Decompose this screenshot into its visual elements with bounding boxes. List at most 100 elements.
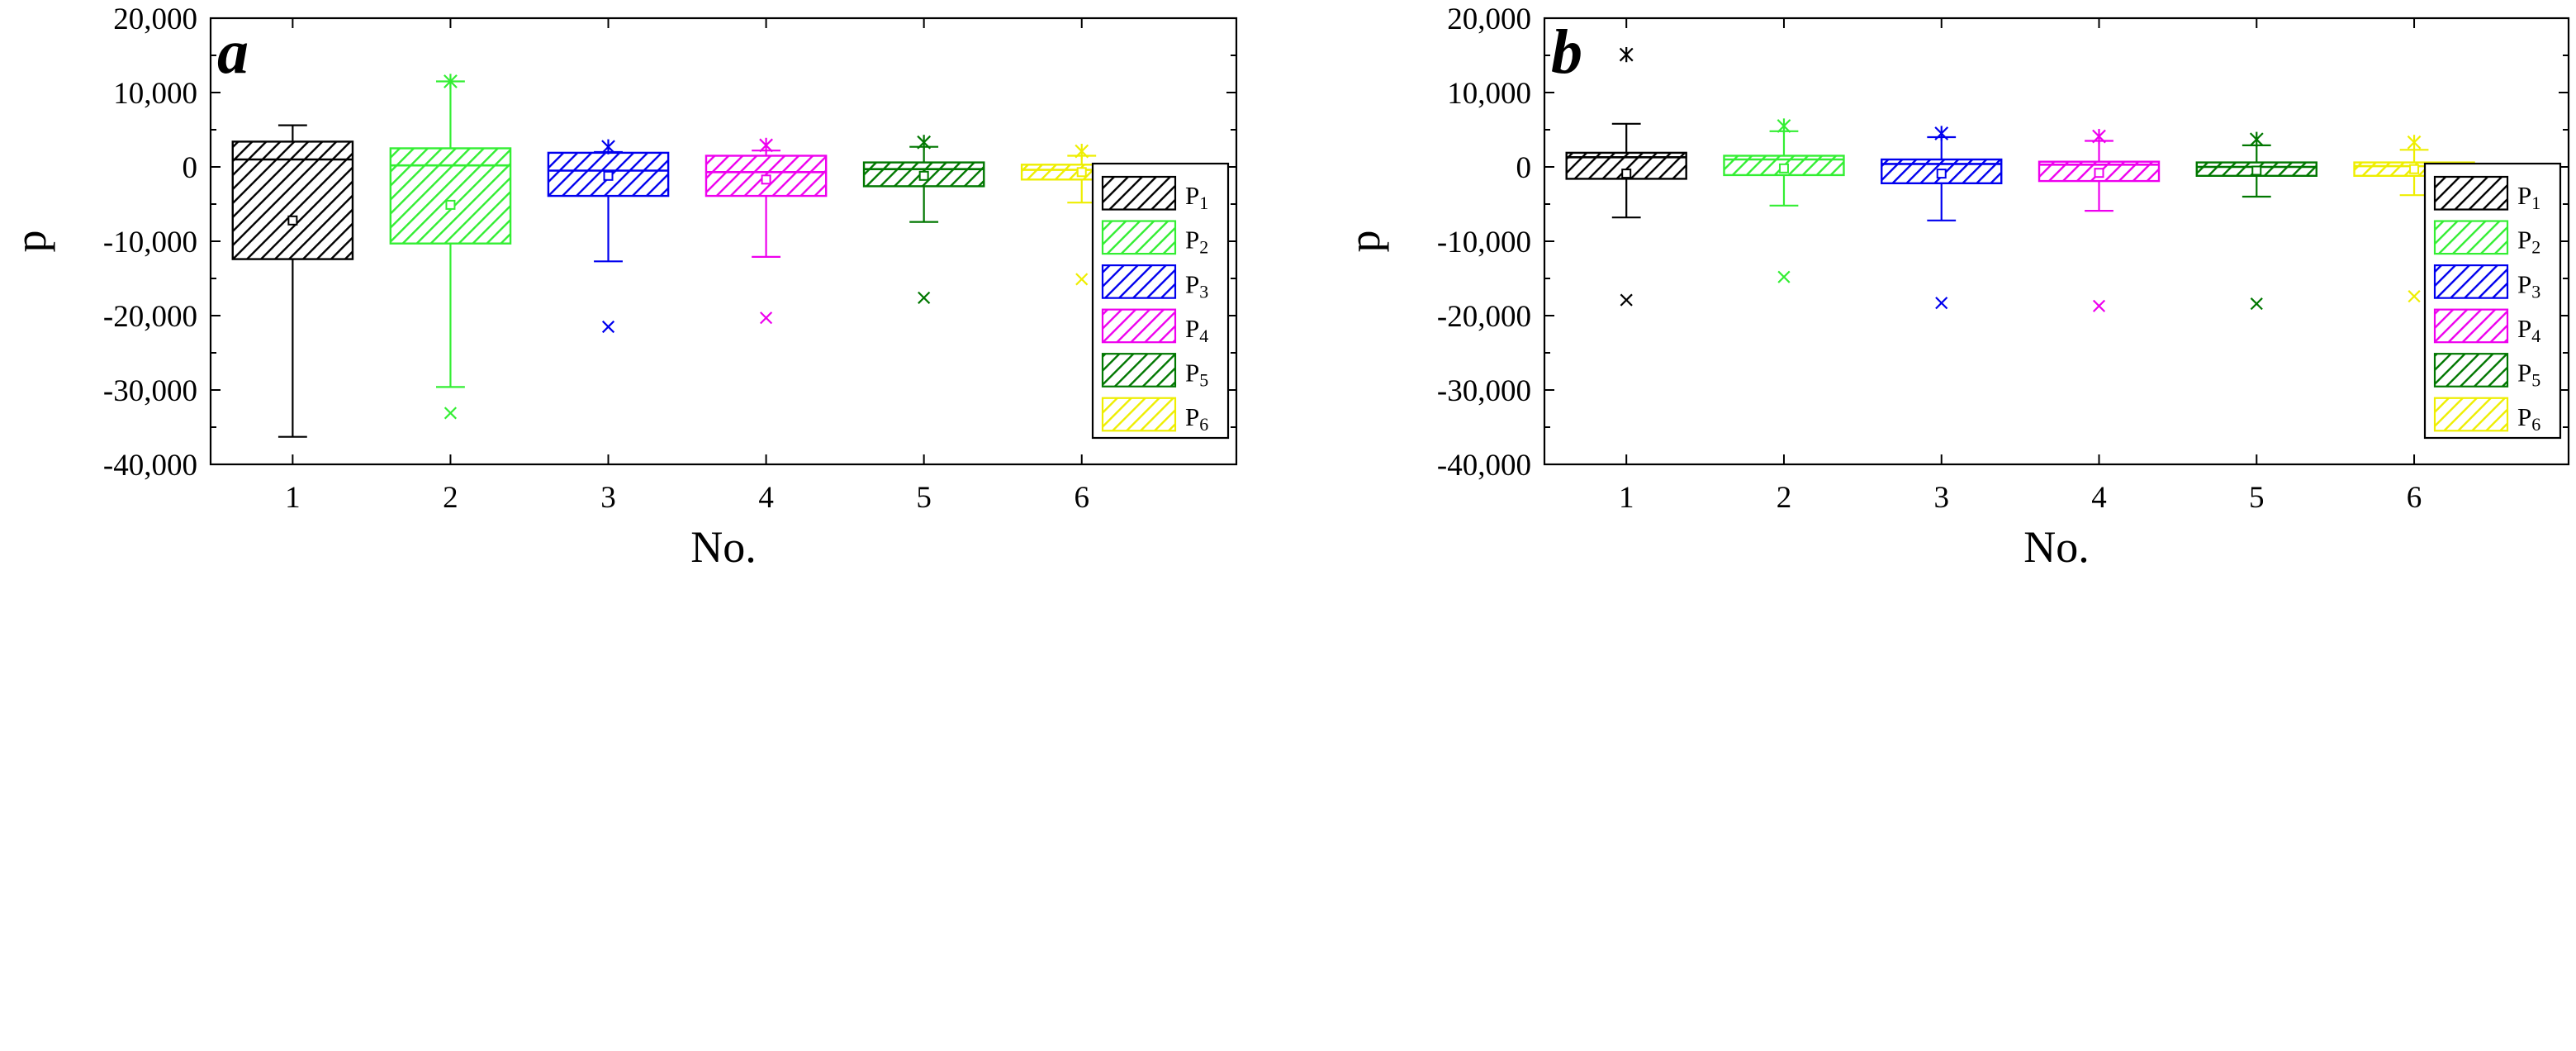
box-p4 — [704, 137, 828, 325]
outlier-max-marker — [1619, 46, 1634, 63]
legend-label-main: P — [1185, 269, 1199, 298]
legend-item-p3: P3 — [1101, 264, 1208, 302]
x-stroke — [2250, 297, 2263, 311]
legend-label-main: P — [2517, 358, 2531, 387]
mean-marker — [918, 170, 929, 181]
x-tick-label: 2 — [1777, 481, 1792, 515]
box-iqr — [231, 140, 354, 260]
x-tick-label: 6 — [1074, 481, 1089, 515]
box-p3 — [1881, 126, 2003, 310]
outlier-max-marker — [2092, 128, 2106, 145]
mean-marker — [761, 174, 771, 185]
legend-label: P4 — [2517, 314, 2540, 346]
legend-label-sub: 1 — [2531, 193, 2540, 213]
box-p2 — [1723, 118, 1845, 283]
legend-swatch — [1101, 264, 1177, 299]
box-p5 — [862, 135, 985, 304]
y-tick-label: 0 — [1516, 151, 1532, 185]
legend-label: P3 — [2517, 269, 2540, 302]
x-tick-label: 1 — [1619, 481, 1634, 515]
legend-label-sub: 5 — [2531, 369, 2540, 390]
legend-swatch — [1101, 353, 1177, 388]
y-axis-label: p — [6, 231, 55, 253]
legend-label-main: P — [1185, 402, 1199, 431]
x-tick-label: 1 — [285, 481, 301, 515]
outlier-min-marker — [1075, 273, 1089, 286]
x-tick-label: 5 — [2249, 481, 2265, 515]
legend-item-p5: P5 — [2433, 353, 2540, 390]
x-axis-label: No. — [2023, 522, 2090, 572]
y-tick-label: 10,000 — [1447, 77, 1531, 111]
outlier-max-marker — [444, 74, 458, 89]
panel-plot-group: 20,000 10,000 0 -10,000 -20,000 -30,000 -40,00… — [6, 2, 1238, 572]
y-tick-label: -30,000 — [1437, 374, 1531, 408]
x-tick-label: 3 — [1933, 481, 1949, 515]
legend-label-sub: 3 — [2531, 281, 2540, 302]
x-stroke — [1777, 270, 1791, 283]
legend-swatch — [1101, 308, 1177, 344]
panel-a: 20,000 10,000 0 -10,000 -20,000 -30,000 -40,00… — [6, 2, 1238, 572]
mean-marker — [1621, 169, 1632, 179]
legend-label-main: P — [1185, 181, 1199, 210]
legend-item-p6: P6 — [1101, 397, 1208, 435]
legend-item-p1: P1 — [1101, 175, 1208, 213]
y-tick-label: -40,000 — [103, 449, 197, 483]
legend-label-sub: 3 — [1199, 281, 1208, 302]
legend-label: P4 — [1185, 314, 1208, 346]
legend-label-main: P — [2517, 269, 2531, 298]
x-tick-label: 4 — [758, 481, 774, 515]
box-p3 — [547, 139, 670, 334]
legend-label: P5 — [1185, 358, 1208, 390]
outlier-min-marker — [760, 311, 773, 325]
y-tick-label: -20,000 — [103, 300, 197, 334]
legend-label: P1 — [2517, 181, 2540, 213]
x-tick-label: 2 — [443, 481, 458, 515]
legend-label-sub: 4 — [1199, 326, 1208, 346]
mean-marker — [1076, 167, 1087, 178]
x-stroke — [444, 407, 458, 420]
legend-label: P6 — [2517, 402, 2540, 435]
outlier-max-marker — [1934, 126, 1949, 141]
legend-label: P5 — [2517, 358, 2540, 390]
outlier-min-marker — [2092, 299, 2106, 312]
outlier-min-marker — [1620, 293, 1633, 307]
outlier-max-marker — [917, 135, 932, 150]
plot-frame — [1543, 17, 2570, 466]
legend-swatch — [2433, 264, 2509, 299]
panel-plot-group: 20,000 10,000 0 -10,000 -20,000 -30,000 -40,00… — [1340, 2, 2570, 572]
mean-marker — [603, 170, 614, 181]
x-tick-label: 4 — [2091, 481, 2107, 515]
box-p1 — [1565, 46, 1687, 307]
outlier-min-marker — [2408, 290, 2421, 303]
y-tick-label: -10,000 — [103, 226, 197, 259]
outlier-max-marker — [2407, 135, 2422, 150]
panel-b: 20,000 10,000 0 -10,000 -20,000 -30,000 -40,00… — [1340, 2, 2570, 572]
legend-label-main: P — [1185, 226, 1199, 254]
legend-swatch — [2433, 175, 2509, 211]
legend-item-p6: P6 — [2433, 397, 2540, 435]
mean-marker — [2409, 164, 2420, 174]
x-axis-label: No. — [690, 522, 757, 572]
plot-frame — [209, 17, 1238, 466]
legend-item-p3: P3 — [2433, 264, 2540, 302]
outlier-min-marker — [2250, 297, 2263, 311]
legend-label-main: P — [2517, 314, 2531, 343]
legend-label-main: P — [1185, 358, 1199, 387]
outlier-max-marker — [1075, 143, 1089, 159]
legend-label-sub: 2 — [1199, 237, 1208, 258]
outlier-max-marker — [1777, 118, 1791, 134]
legend-item-p4: P4 — [1101, 308, 1208, 346]
box-p5 — [2195, 131, 2317, 311]
x-stroke — [1075, 273, 1089, 286]
legend-label-main: P — [1185, 314, 1199, 343]
legend-item-p2: P2 — [1101, 220, 1208, 258]
x-stroke — [1620, 293, 1633, 307]
legend-label-sub: 6 — [1199, 414, 1208, 435]
legend-swatch — [2433, 220, 2509, 255]
outlier-min-marker — [1935, 297, 1948, 310]
panel-label: a — [217, 17, 249, 87]
legend-item-p1: P1 — [2433, 175, 2540, 213]
panel-label: b — [1551, 17, 1582, 87]
